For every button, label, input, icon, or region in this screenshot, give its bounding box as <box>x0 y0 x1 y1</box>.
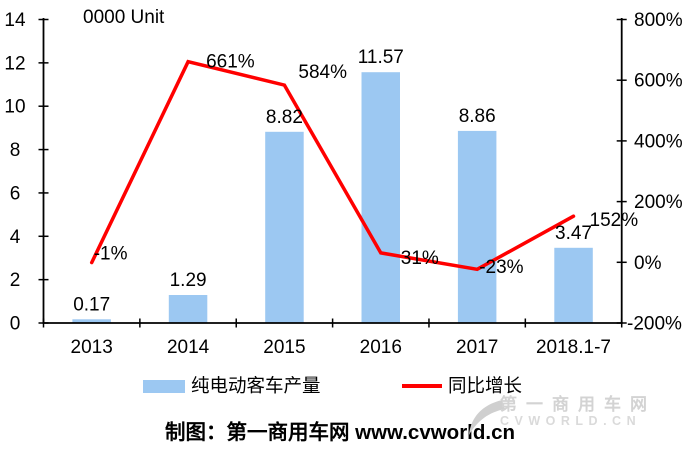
bar-series-label: 纯电动客车产量 <box>191 375 321 396</box>
y-right-tick-label: 600% <box>634 71 683 92</box>
bar-2017 <box>457 130 497 323</box>
y-left-tick-label: 10 <box>4 97 25 118</box>
y-left-tick-label: 12 <box>4 53 25 74</box>
x-axis-label-2017: 2017 <box>456 337 498 358</box>
bar-value-label: 8.82 <box>266 107 303 128</box>
bar-series-swatch <box>143 379 185 393</box>
chart-legend: 纯电动客车产量 同比增长 <box>0 373 700 399</box>
line-value-label: 152% <box>590 210 639 231</box>
y-right-tick-label: 0% <box>634 253 662 274</box>
bar-value-label: 0.17 <box>73 294 110 315</box>
bar-2014 <box>168 295 208 323</box>
y-right-tick-label: -200% <box>627 314 682 335</box>
bar-2018.1-7 <box>554 247 593 323</box>
y-left-tick-label: 0 <box>10 314 21 335</box>
bar-2016 <box>361 72 400 323</box>
y-left-tick-label: 14 <box>4 10 26 31</box>
x-axis-label-2018.1-7: 2018.1-7 <box>536 337 611 358</box>
x-axis-label-2013: 2013 <box>71 337 113 358</box>
y-right-tick-label: 200% <box>634 192 683 213</box>
x-axis-label-2014: 2014 <box>167 337 210 358</box>
x-axis-label-2015: 2015 <box>263 337 305 358</box>
line-series-label: 同比增长 <box>448 375 523 396</box>
y-left-tick-label: 8 <box>10 140 21 161</box>
line-value-label: -23% <box>479 257 523 278</box>
x-axis-label-2016: 2016 <box>360 337 402 358</box>
bar-2013 <box>72 319 111 323</box>
y-left-tick-label: 4 <box>10 227 21 248</box>
legend-item-bar-series: 纯电动客车产量 <box>143 373 321 399</box>
legend-item-line-series: 同比增长 <box>402 373 522 399</box>
line-series-swatch <box>402 384 442 388</box>
line-value-label: 661% <box>206 52 255 73</box>
chart-caption: 制图：第一商用车网 www.cvworld.cn <box>164 421 516 444</box>
growth-line <box>89 59 576 272</box>
bar-value-label: 8.86 <box>459 106 496 127</box>
bar-2015 <box>265 131 304 323</box>
line-value-label: 31% <box>401 248 439 269</box>
axis-title: 0000 Unit <box>83 7 165 28</box>
line-value-label: -1% <box>94 244 128 265</box>
bar-value-label: 1.29 <box>170 270 207 291</box>
y-right-tick-label: 800% <box>634 10 683 31</box>
y-left-tick-label: 6 <box>10 183 21 204</box>
bar-value-label: 3.47 <box>555 223 592 244</box>
y-left-tick-label: 2 <box>10 270 21 291</box>
bar-value-label: 11.57 <box>358 47 404 68</box>
line-value-label: 584% <box>298 62 347 83</box>
y-right-tick-label: 400% <box>634 131 683 152</box>
